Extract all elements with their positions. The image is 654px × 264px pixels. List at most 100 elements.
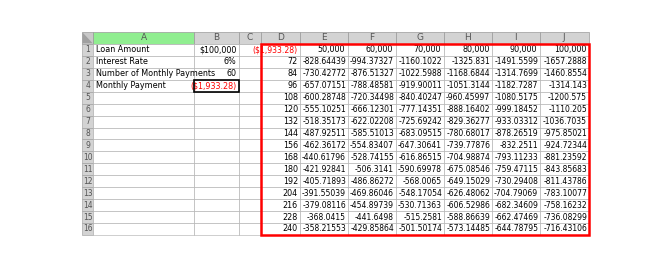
Bar <box>492 32 540 44</box>
Bar <box>443 116 492 128</box>
Text: F: F <box>369 33 374 42</box>
Text: -421.92841: -421.92841 <box>303 165 346 174</box>
Bar <box>239 92 261 104</box>
Text: 120: 120 <box>283 105 298 114</box>
Bar <box>443 163 492 175</box>
Text: 100,000: 100,000 <box>554 45 586 54</box>
Bar <box>194 163 239 175</box>
Bar <box>261 116 300 128</box>
Text: H: H <box>464 33 471 42</box>
Text: -1036.7035: -1036.7035 <box>543 117 587 126</box>
Text: 3: 3 <box>85 69 90 78</box>
Bar <box>540 32 589 44</box>
Bar <box>300 199 347 211</box>
Text: -994.37327: -994.37327 <box>350 57 394 67</box>
Bar <box>492 187 540 199</box>
Text: 192: 192 <box>283 177 298 186</box>
Text: -1325.831: -1325.831 <box>451 57 490 67</box>
Text: 60: 60 <box>227 69 237 78</box>
Bar <box>82 68 94 80</box>
Bar <box>94 32 194 44</box>
Bar <box>239 104 261 116</box>
Bar <box>492 175 540 187</box>
Bar <box>347 139 396 152</box>
Text: -600.28748: -600.28748 <box>302 93 346 102</box>
Text: -626.48062: -626.48062 <box>447 189 490 198</box>
Text: 132: 132 <box>283 117 298 126</box>
Text: A: A <box>141 33 146 42</box>
Text: -843.85683: -843.85683 <box>543 165 587 174</box>
Bar <box>300 187 347 199</box>
Bar <box>300 116 347 128</box>
Bar <box>239 116 261 128</box>
Bar <box>492 152 540 163</box>
Text: -590.69978: -590.69978 <box>398 165 442 174</box>
Polygon shape <box>82 32 93 43</box>
Text: -881.23592: -881.23592 <box>543 153 587 162</box>
Text: -487.92511: -487.92511 <box>302 129 346 138</box>
Bar <box>261 152 300 163</box>
Text: Interest Rate: Interest Rate <box>95 57 148 67</box>
Bar <box>94 68 194 80</box>
Text: I: I <box>515 33 517 42</box>
Text: -528.74155: -528.74155 <box>351 153 394 162</box>
Bar <box>443 92 492 104</box>
Bar <box>94 139 194 152</box>
Bar <box>261 44 300 56</box>
Text: -919.90011: -919.90011 <box>398 81 442 90</box>
Bar <box>94 152 194 163</box>
Bar <box>347 92 396 104</box>
Text: -736.08299: -736.08299 <box>543 213 587 221</box>
Text: -462.36172: -462.36172 <box>302 141 346 150</box>
Bar <box>492 211 540 223</box>
Bar <box>396 68 443 80</box>
Bar <box>194 116 239 128</box>
Bar <box>94 175 194 187</box>
Text: -704.79069: -704.79069 <box>494 189 538 198</box>
Bar <box>261 139 300 152</box>
Bar <box>540 104 589 116</box>
Bar <box>82 152 94 163</box>
Bar <box>300 44 347 56</box>
Bar <box>194 80 239 92</box>
Bar <box>194 128 239 139</box>
Bar <box>347 32 396 44</box>
Bar <box>443 139 492 152</box>
Text: G: G <box>416 33 423 42</box>
Bar <box>261 32 300 44</box>
Bar <box>239 211 261 223</box>
Bar <box>492 104 540 116</box>
Text: 14: 14 <box>83 201 92 210</box>
Text: 7: 7 <box>85 117 90 126</box>
Bar <box>239 199 261 211</box>
Text: 216: 216 <box>283 201 298 210</box>
Bar <box>347 187 396 199</box>
Text: Monthly Payment: Monthly Payment <box>95 81 165 90</box>
Bar <box>492 223 540 235</box>
Text: 11: 11 <box>83 165 92 174</box>
Bar <box>194 44 239 56</box>
Text: 180: 180 <box>283 165 298 174</box>
Text: 108: 108 <box>283 93 298 102</box>
Text: -924.72344: -924.72344 <box>543 141 587 150</box>
Text: -440.61796: -440.61796 <box>302 153 346 162</box>
Bar <box>239 80 261 92</box>
Bar <box>300 68 347 80</box>
Text: -730.29408: -730.29408 <box>494 177 538 186</box>
Text: C: C <box>247 33 253 42</box>
Bar <box>347 128 396 139</box>
Bar <box>194 175 239 187</box>
Bar <box>239 139 261 152</box>
Bar <box>540 223 589 235</box>
Text: -644.78795: -644.78795 <box>494 224 538 233</box>
Bar <box>347 80 396 92</box>
Bar <box>82 56 94 68</box>
Text: -759.47115: -759.47115 <box>494 165 538 174</box>
Bar <box>492 56 540 68</box>
Bar <box>261 175 300 187</box>
Text: -878.26519: -878.26519 <box>494 129 538 138</box>
Bar <box>396 187 443 199</box>
Bar <box>239 68 261 80</box>
Bar <box>261 211 300 223</box>
Text: -829.36277: -829.36277 <box>447 117 490 126</box>
